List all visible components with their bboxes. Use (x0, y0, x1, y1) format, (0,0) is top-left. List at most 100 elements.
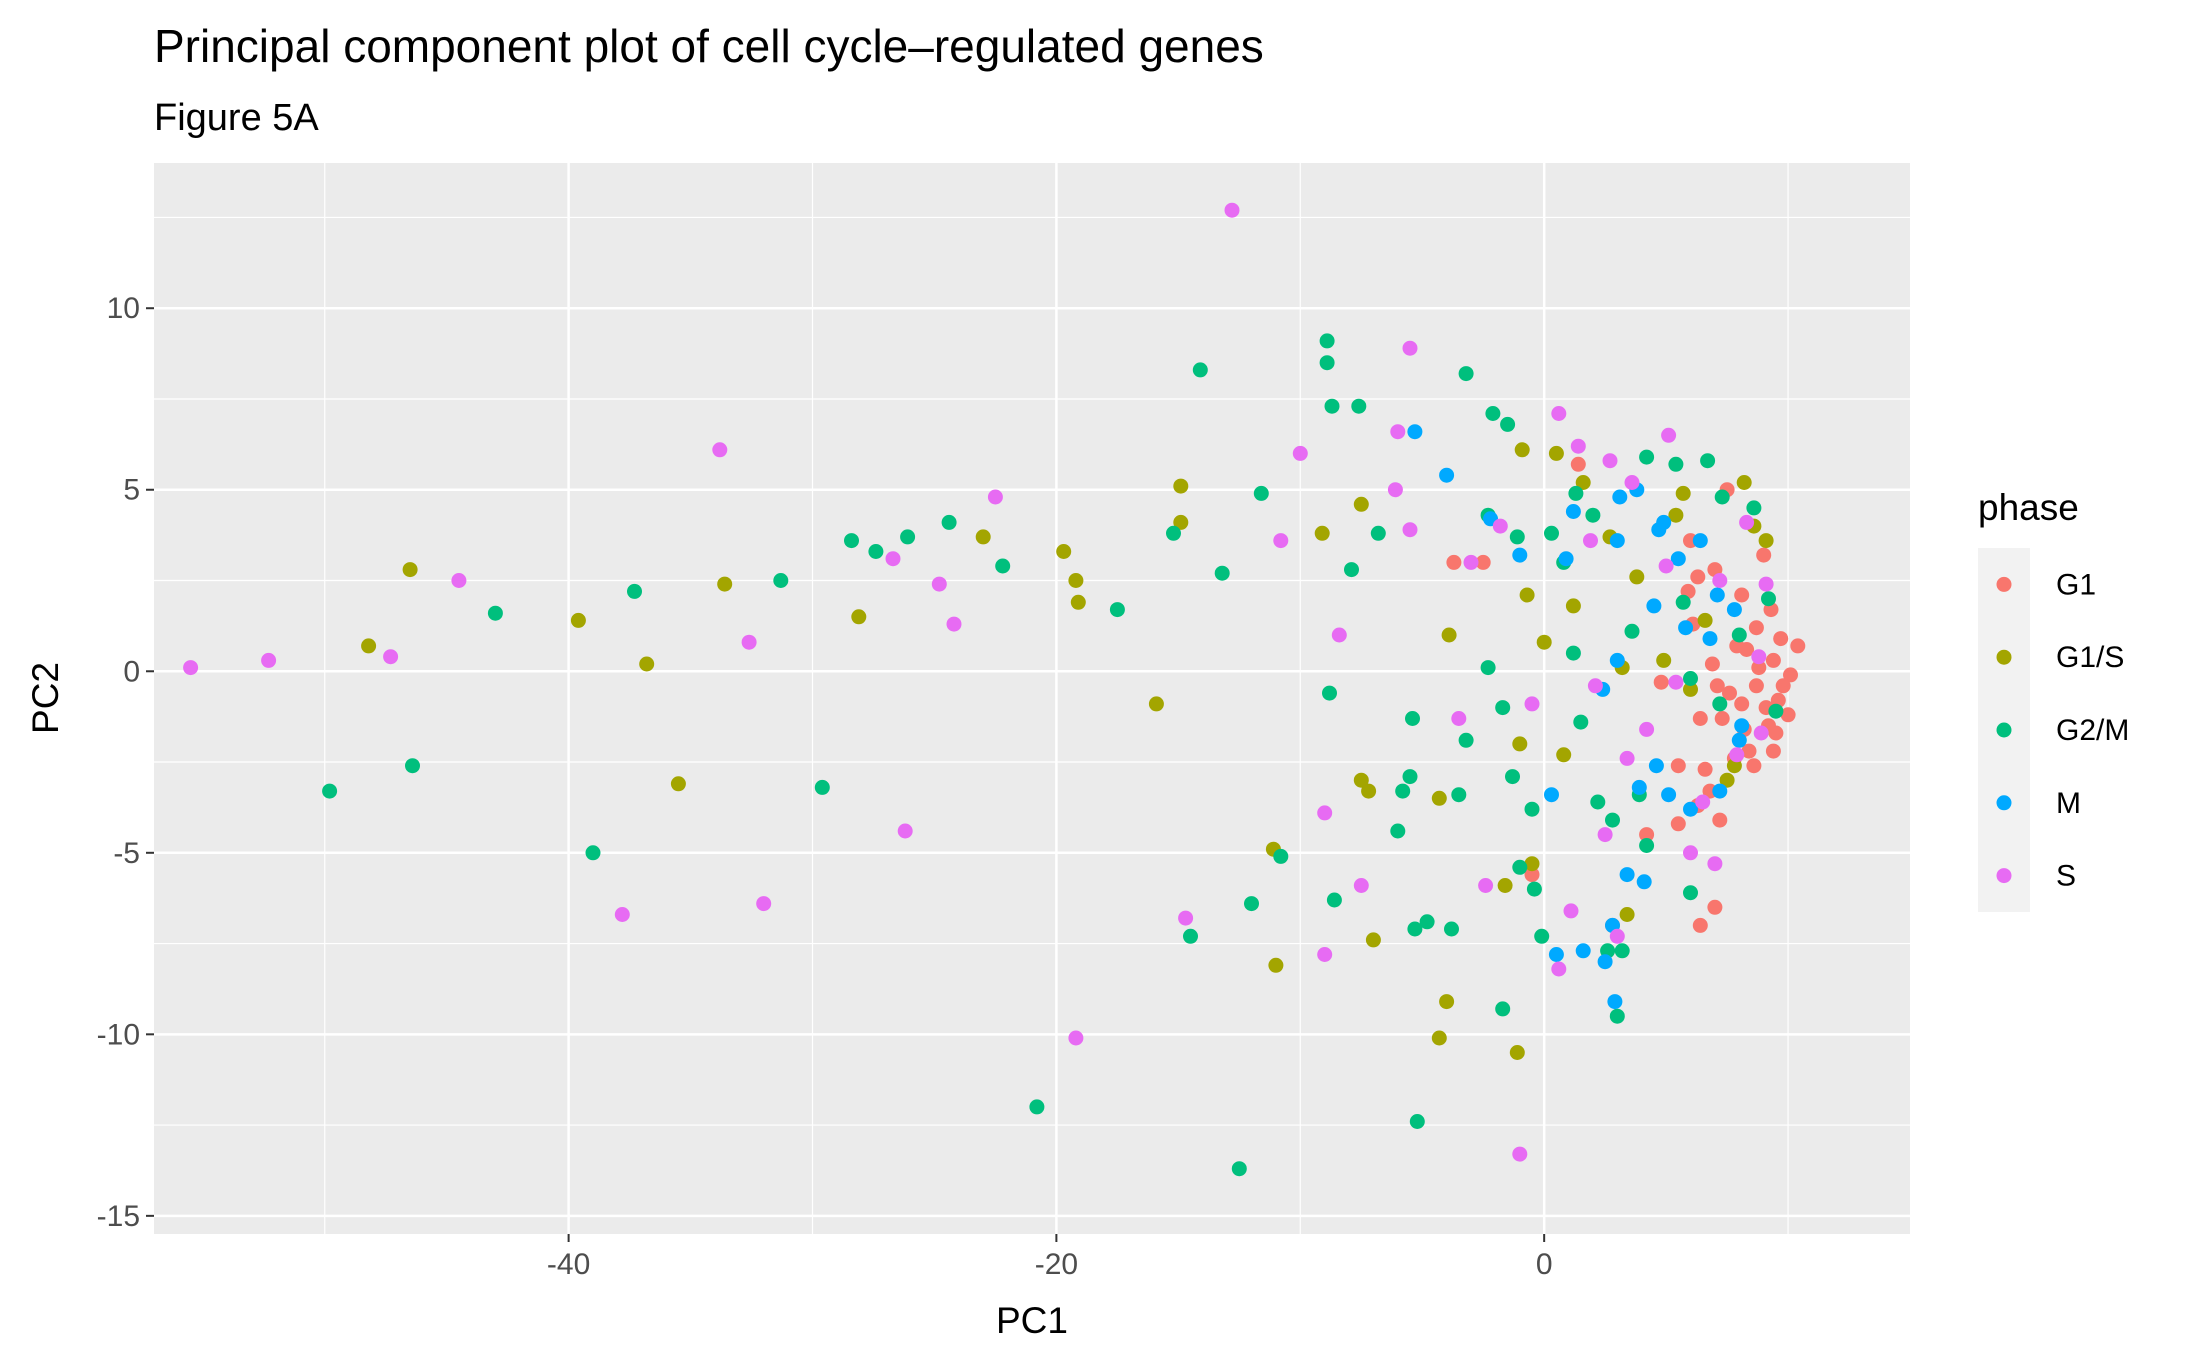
data-point-m (1512, 547, 1528, 563)
data-point-m (1692, 533, 1708, 549)
data-point-s (1619, 750, 1635, 766)
data-point-g1 (1524, 867, 1540, 883)
data-point-g2-m (1458, 732, 1474, 748)
data-point-g1-s (1719, 772, 1735, 788)
data-point-g2-m (1183, 928, 1198, 944)
data-point-g2-m (1639, 838, 1655, 853)
data-point-s (261, 652, 277, 668)
data-point-g1-s (1353, 772, 1369, 788)
y-axis-title: PC2 (25, 662, 66, 734)
legend-title: phase (1978, 487, 2079, 528)
data-point-g2-m (1444, 921, 1459, 937)
data-point-g1-s (1268, 957, 1284, 973)
data-point-g1-s (1758, 533, 1774, 549)
y-tick-label: 10 (107, 292, 140, 325)
data-point-g2-m (1214, 565, 1230, 581)
data-point-m (1609, 652, 1625, 668)
data-point-g1-s (402, 562, 418, 578)
data-point-g1-s (570, 612, 586, 628)
data-point-m (1731, 732, 1747, 748)
data-point-m (1612, 489, 1628, 505)
data-point-m (1609, 533, 1625, 549)
data-point-s (946, 616, 962, 632)
data-point-g2-m (1585, 507, 1601, 523)
y-tick-label: -10 (97, 1018, 140, 1051)
data-point-s (712, 442, 728, 458)
legend-key (1996, 649, 2012, 665)
chart-title: Principal component plot of cell cycle–r… (154, 20, 1264, 72)
data-point-m (1548, 947, 1564, 962)
data-point-g1 (1756, 547, 1772, 563)
data-point-m (1544, 787, 1559, 803)
data-point-s (1712, 573, 1728, 588)
data-point-g2-m (1322, 685, 1337, 701)
data-point-g1-s (1056, 544, 1072, 559)
data-point-g1 (1446, 554, 1462, 570)
data-point-g1-s (975, 529, 991, 545)
data-point-g1 (1734, 696, 1750, 712)
data-point-g1-s (1512, 736, 1528, 752)
data-point-g1 (1704, 656, 1720, 672)
data-point-g1-s (1361, 783, 1377, 799)
data-point-g1-s (1497, 878, 1513, 893)
data-point-s (1583, 533, 1598, 549)
minor-gridlines (154, 163, 1910, 1234)
data-point-g1-s (1365, 932, 1381, 948)
legend-label: G1/S (2056, 641, 2124, 674)
legend-label: M (2056, 787, 2081, 820)
legend-key (1996, 576, 2012, 592)
data-point-g2-m (1614, 943, 1630, 959)
major-gridlines (154, 163, 1910, 1234)
data-point-g1 (1765, 652, 1781, 668)
y-tick-label: 0 (123, 655, 140, 688)
data-point-g1-s (1441, 627, 1457, 643)
data-point-s (1570, 438, 1586, 454)
data-point-g1-s (1070, 594, 1086, 610)
data-point-g2-m (1683, 671, 1698, 686)
data-point-m (1726, 602, 1742, 618)
data-point-s (1658, 558, 1674, 574)
data-point-g2-m (1590, 794, 1606, 810)
data-point-s (1563, 903, 1579, 919)
data-point-s (1478, 878, 1494, 893)
data-point-g1-s (1173, 514, 1189, 530)
data-point-g1 (1639, 827, 1655, 843)
data-point-s (1624, 475, 1640, 490)
data-point-s (614, 907, 630, 922)
data-point-g2-m (1370, 525, 1386, 541)
data-point-m (1734, 718, 1750, 734)
data-point-g1-s (1575, 475, 1591, 490)
data-point-g1-s (1629, 569, 1645, 585)
legend-label: G1 (2056, 568, 2096, 601)
data-point-g2-m (1712, 696, 1728, 712)
data-point-g2-m (1624, 623, 1640, 639)
data-point-g2-m (1768, 703, 1784, 719)
data-point-m (1439, 467, 1455, 483)
data-point-g2-m (1029, 1099, 1045, 1115)
data-point-m (1565, 504, 1581, 519)
data-point-g2-m (1166, 525, 1181, 541)
data-point-g2-m (1244, 896, 1259, 912)
data-point-s (1661, 427, 1677, 443)
data-point-s (451, 573, 467, 588)
y-tick-label: 5 (123, 474, 140, 507)
data-point-m (1631, 779, 1647, 795)
data-point-m (1636, 874, 1652, 890)
data-point-g1-s (1556, 747, 1572, 763)
data-point-s (1353, 878, 1369, 893)
data-point-g1 (1734, 587, 1750, 603)
data-point-s (1707, 856, 1723, 872)
data-point-g2-m (1675, 594, 1691, 610)
data-point-m (1670, 551, 1686, 567)
data-point-g1 (1475, 554, 1491, 570)
data-point-s (931, 576, 947, 592)
data-point-s (987, 489, 1003, 505)
data-point-g2-m (1500, 416, 1516, 432)
data-point-m (1597, 954, 1613, 970)
data-point-g1 (1790, 638, 1806, 654)
x-tick-label: 0 (1536, 1248, 1553, 1281)
data-point-g1 (1714, 711, 1730, 726)
data-point-g1 (1780, 707, 1796, 723)
data-point-g1 (1783, 667, 1798, 683)
